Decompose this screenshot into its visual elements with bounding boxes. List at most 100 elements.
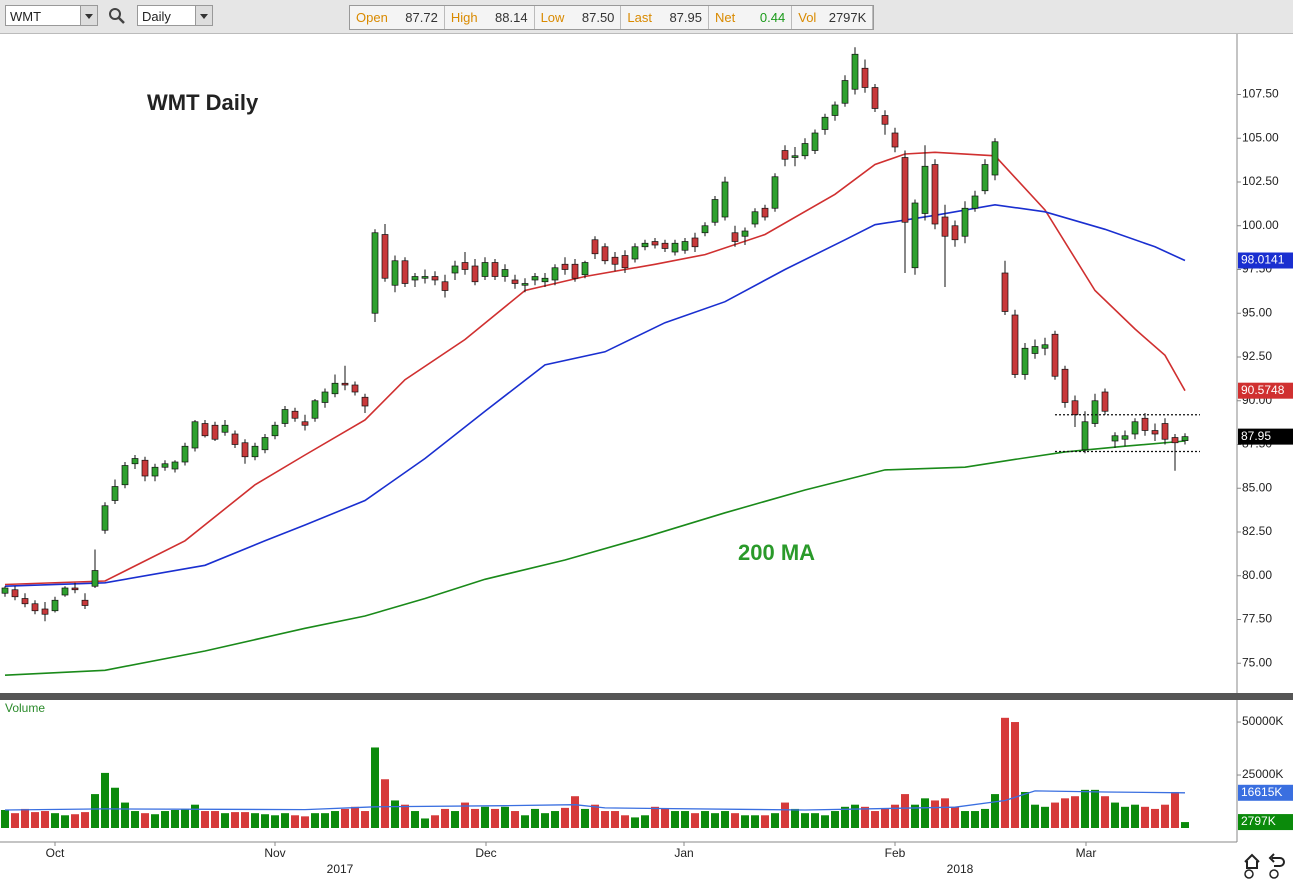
volume-bar bbox=[911, 804, 919, 828]
undo-icon[interactable] bbox=[1268, 853, 1285, 867]
candle-body bbox=[741, 230, 749, 237]
volume-bar bbox=[1051, 802, 1059, 828]
volume-bar bbox=[251, 813, 259, 828]
volume-bar bbox=[1001, 717, 1009, 828]
candle-body bbox=[61, 587, 69, 596]
quote-field: Vol 2797K bbox=[792, 6, 874, 29]
x-tick-label: Jan bbox=[674, 846, 693, 860]
symbol: WMT bbox=[10, 9, 42, 24]
candle-body bbox=[1081, 421, 1089, 451]
candle-body bbox=[261, 437, 269, 451]
volume-bar bbox=[231, 812, 239, 828]
volume-bar bbox=[961, 811, 969, 828]
quote-value: 88.14 bbox=[495, 10, 528, 25]
candle-body bbox=[411, 276, 419, 281]
candle-body bbox=[481, 262, 489, 277]
zoom-out-icon[interactable] bbox=[1269, 869, 1279, 879]
interval-select[interactable]: Daily bbox=[137, 5, 213, 26]
dropdown[interactable] bbox=[80, 6, 97, 25]
symbol-input[interactable]: WMT bbox=[5, 5, 98, 26]
background bbox=[0, 34, 1293, 886]
candle-body bbox=[1011, 314, 1019, 375]
volume-bar bbox=[161, 811, 169, 828]
volume-bar bbox=[751, 815, 759, 828]
volume-bar bbox=[691, 813, 699, 828]
volume-bar bbox=[111, 787, 119, 828]
candle-body bbox=[621, 255, 629, 269]
volume-bar bbox=[261, 814, 269, 828]
volume-bar bbox=[761, 815, 769, 828]
volume-bar bbox=[631, 817, 639, 828]
volume-bar bbox=[551, 811, 559, 828]
volume-bar bbox=[671, 811, 679, 828]
search-icon[interactable] bbox=[108, 7, 126, 25]
y-tick-label: 92.50 bbox=[1242, 349, 1272, 363]
candle-body bbox=[201, 423, 209, 437]
candle-body bbox=[571, 263, 579, 279]
volume-bar bbox=[1041, 806, 1049, 828]
volume-bar bbox=[1091, 789, 1099, 828]
price-tag-label: 16615K bbox=[1241, 785, 1282, 799]
volume-bar bbox=[1021, 791, 1029, 828]
volume-bar bbox=[931, 800, 939, 828]
volume-bar bbox=[341, 808, 349, 828]
y-tick-label: 77.50 bbox=[1242, 612, 1272, 626]
quote-value: 87.72 bbox=[405, 10, 438, 25]
candle-body bbox=[1051, 333, 1059, 377]
candle-body bbox=[711, 199, 719, 223]
candle-body bbox=[471, 265, 479, 283]
volume-bar bbox=[531, 808, 539, 828]
candle-body bbox=[771, 176, 779, 209]
candle-body bbox=[761, 207, 769, 218]
volume-bar bbox=[981, 808, 989, 828]
candle-body bbox=[821, 116, 829, 130]
quote-value: 87.50 bbox=[581, 10, 615, 25]
price-tag bbox=[1238, 252, 1293, 269]
x-tick-label: Mar bbox=[1076, 846, 1097, 860]
candle-body bbox=[671, 242, 679, 253]
home-icon[interactable] bbox=[1244, 853, 1260, 869]
dropdown[interactable] bbox=[195, 6, 212, 25]
volume-bar bbox=[841, 806, 849, 828]
price-tag bbox=[1238, 428, 1293, 445]
panel-title: Volume bbox=[5, 701, 45, 715]
volume-bar bbox=[451, 811, 459, 828]
zoom-in-icon[interactable] bbox=[1244, 869, 1254, 879]
candle-body bbox=[401, 260, 409, 284]
candle-body bbox=[251, 445, 259, 458]
volume-bar bbox=[461, 802, 469, 828]
price-tag bbox=[1238, 382, 1293, 399]
volume-bar bbox=[1151, 808, 1159, 828]
candle-body bbox=[641, 242, 649, 248]
candle-body bbox=[851, 53, 859, 90]
volume-bar bbox=[651, 806, 659, 828]
volume-bar bbox=[71, 814, 79, 828]
volume-bar bbox=[511, 811, 519, 828]
volume-bar bbox=[991, 794, 999, 828]
candle-body bbox=[11, 589, 19, 598]
volume-bar bbox=[31, 812, 39, 828]
candle-body bbox=[981, 164, 989, 192]
volume-bar bbox=[391, 800, 399, 828]
candle-body bbox=[371, 232, 379, 314]
candle-body bbox=[291, 410, 299, 419]
volume-bar bbox=[271, 815, 279, 828]
candle-body bbox=[541, 277, 549, 283]
x-tick-label: Feb bbox=[885, 846, 906, 860]
candle-body bbox=[881, 115, 889, 125]
volume-bar bbox=[1061, 798, 1069, 828]
candle-body bbox=[171, 461, 179, 470]
panel-separator bbox=[0, 693, 1293, 700]
quote-label: Net bbox=[715, 10, 736, 25]
candle-body bbox=[161, 463, 169, 468]
candle-body bbox=[431, 276, 439, 281]
candle-body bbox=[791, 155, 799, 158]
volume-bar bbox=[1101, 796, 1109, 828]
candle-body bbox=[121, 465, 129, 486]
y-tick-label: 100.00 bbox=[1242, 218, 1279, 232]
candle-body bbox=[1, 587, 9, 594]
y-tick-label: 85.00 bbox=[1242, 480, 1272, 494]
y-tick-label: 95.00 bbox=[1242, 305, 1272, 319]
nav-icons[interactable] bbox=[1244, 853, 1285, 879]
